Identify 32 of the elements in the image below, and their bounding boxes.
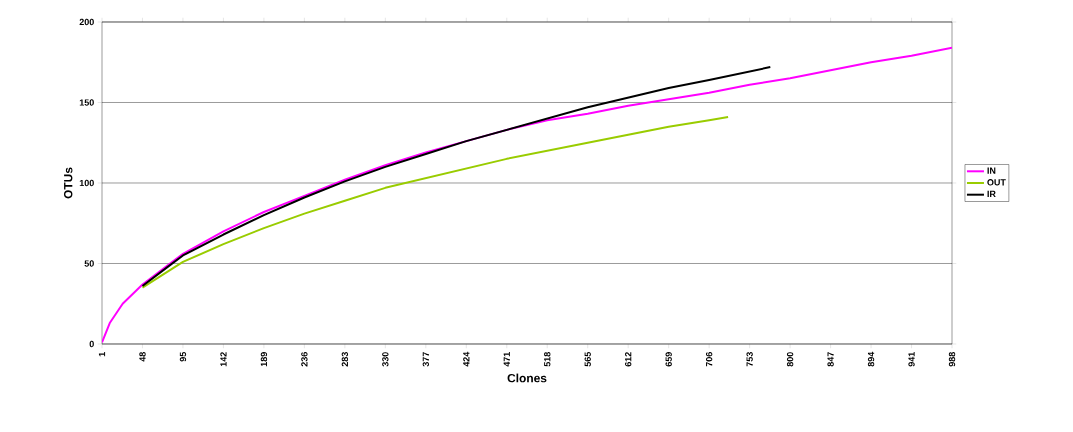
x-tick-label: 142: [220, 352, 227, 367]
x-tick-label: 48: [139, 352, 146, 362]
x-tick-label: 659: [665, 352, 672, 367]
x-tick-label: 236: [301, 352, 308, 367]
y-tick-label: 50: [84, 260, 94, 267]
legend-label: IN: [987, 167, 996, 174]
x-tick-label: 283: [341, 352, 349, 367]
x-tick-label: 1: [98, 352, 106, 357]
x-tick-label: 706: [705, 352, 713, 367]
legend-label: OUT: [987, 179, 1006, 186]
x-tick-label: 518: [544, 352, 551, 367]
x-tick-label: 189: [260, 352, 268, 367]
x-tick-label: 377: [422, 352, 429, 367]
x-tick-label: 471: [503, 352, 510, 367]
x-tick-label: 800: [786, 352, 794, 367]
x-tick-label: 612: [625, 352, 632, 367]
x-tick-label: 95: [179, 352, 187, 362]
x-tick-label: 941: [908, 352, 915, 367]
x-tick-label: 565: [584, 352, 591, 367]
y-tick-label: 100: [79, 179, 94, 187]
y-tick-label: 150: [79, 99, 94, 106]
x-tick-label: 330: [382, 352, 389, 367]
x-tick-label: 753: [746, 352, 753, 367]
x-tick-label: 894: [867, 351, 875, 367]
y-tick-label: 0: [89, 340, 94, 348]
y-tick-label: 200: [79, 18, 94, 26]
legend-label: IR: [987, 190, 996, 198]
x-tick-label: 988: [948, 352, 956, 367]
x-axis-title: Clones: [507, 373, 547, 383]
x-tick-label: 424: [463, 351, 470, 367]
x-tick-label: 847: [827, 352, 834, 367]
y-axis-title: OTUs: [63, 167, 73, 199]
